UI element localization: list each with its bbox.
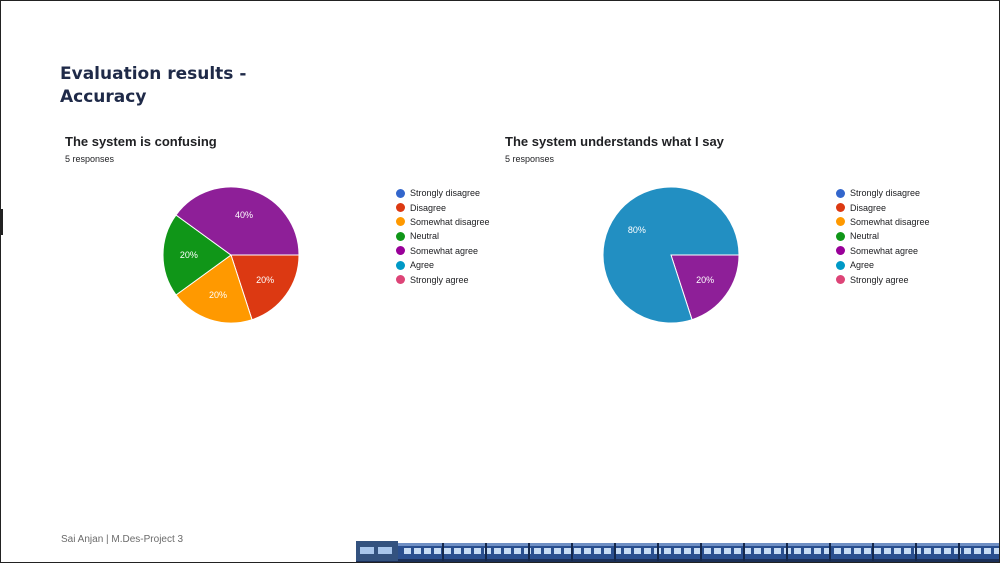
legend-item: Neutral: [396, 229, 490, 243]
pie-slice-somewhat-disagree: [175, 254, 253, 324]
chart-legend: Strongly disagree Disagree Somewhat disagr…: [836, 186, 930, 287]
legend-label: Somewhat agree: [410, 245, 479, 256]
legend-item: Agree: [836, 258, 930, 272]
legend-item: Somewhat disagree: [396, 215, 490, 229]
legend-item: Strongly agree: [396, 272, 490, 286]
legend-swatch-icon: [396, 188, 405, 198]
legend-swatch-icon: [836, 231, 845, 241]
legend-label: Somewhat agree: [850, 245, 919, 256]
legend-label: Disagree: [410, 202, 447, 213]
legend-swatch-icon: [396, 275, 405, 285]
footer-credit: Sai Anjan | M.Des-Project 3: [61, 534, 184, 545]
legend-item: Strongly disagree: [836, 186, 930, 200]
pie-slice-somewhat-agree: [670, 254, 740, 321]
legend-swatch-icon: [836, 188, 845, 198]
legend-item: Agree: [396, 258, 490, 272]
slide-title: Evaluation results - Accuracy: [60, 63, 246, 109]
slice-percent-label: 80%: [628, 225, 646, 235]
legend-swatch-icon: [836, 203, 845, 213]
pie-slice-somewhat-agree: [175, 186, 300, 256]
pie-chart-confusing: The system is confusing 5 responses 20% 2…: [65, 134, 490, 334]
legend-label: Agree: [850, 260, 875, 271]
legend-item: Disagree: [396, 200, 490, 214]
legend-swatch-icon: [836, 217, 845, 227]
chart-response-count: 5 responses: [505, 154, 555, 164]
pie-svg: 20% 20% 20% 40%: [162, 186, 300, 324]
legend-label: Strongly agree: [850, 274, 909, 285]
slide-title-line-1: Evaluation results -: [60, 64, 247, 84]
legend-item: Strongly disagree: [396, 186, 490, 200]
legend-swatch-icon: [836, 246, 845, 256]
pie-slice-neutral: [162, 214, 232, 296]
legend-label: Strongly disagree: [850, 188, 921, 199]
chart-response-count: 5 responses: [65, 154, 115, 164]
legend-label: Somewhat disagree: [850, 216, 930, 227]
legend-item: Somewhat agree: [396, 244, 490, 258]
legend-item: Strongly agree: [836, 272, 930, 286]
legend-swatch-icon: [396, 260, 405, 270]
legend-swatch-icon: [396, 203, 405, 213]
legend-label: Neutral: [410, 231, 440, 242]
legend-label: Somewhat disagree: [410, 216, 490, 227]
pie-slice-agree: [602, 186, 740, 324]
legend-item: Neutral: [836, 229, 930, 243]
legend-label: Disagree: [850, 202, 887, 213]
pie-slice-disagree: [230, 254, 300, 321]
slide-title-line-2: Accuracy: [60, 87, 147, 107]
legend-swatch-icon: [396, 246, 405, 256]
legend-label: Neutral: [850, 231, 880, 242]
slice-percent-label: 40%: [235, 210, 253, 220]
legend-swatch-icon: [836, 275, 845, 285]
legend-swatch-icon: [836, 260, 845, 270]
slice-percent-label: 20%: [256, 275, 274, 285]
legend-item: Somewhat agree: [836, 244, 930, 258]
chart-title: The system understands what I say: [505, 134, 724, 149]
slice-percent-label: 20%: [180, 250, 198, 260]
train-illustration: [356, 541, 999, 562]
legend-swatch-icon: [396, 231, 405, 241]
slice-percent-label: 20%: [696, 275, 714, 285]
chart-legend: Strongly disagree Disagree Somewhat disagr…: [396, 186, 490, 287]
legend-label: Agree: [410, 260, 435, 271]
legend-swatch-icon: [396, 217, 405, 227]
slice-percent-label: 20%: [209, 290, 227, 300]
chart-title: The system is confusing: [65, 134, 217, 149]
pie-chart-understands: The system understands what I say 5 resp…: [505, 134, 930, 334]
legend-item: Disagree: [836, 200, 930, 214]
pie-svg: 20% 80%: [602, 186, 740, 324]
legend-item: Somewhat disagree: [836, 215, 930, 229]
legend-label: Strongly agree: [410, 274, 469, 285]
edge-marker: [1, 209, 3, 235]
legend-label: Strongly disagree: [410, 188, 481, 199]
